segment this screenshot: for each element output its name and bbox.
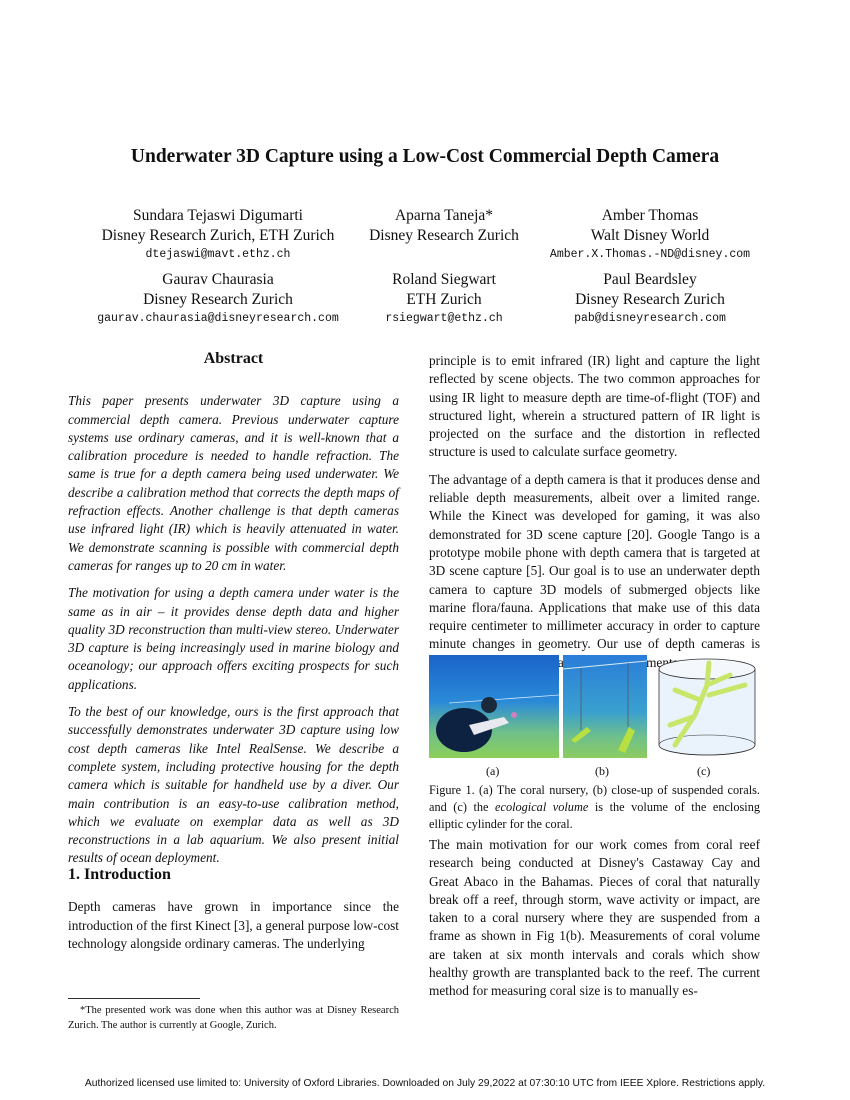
cylinder-illustration: [658, 658, 756, 756]
author-block: Aparna Taneja* Disney Research Zurich: [344, 206, 544, 245]
footnote: *The presented work was done when this a…: [68, 1005, 399, 1031]
author-email: gaurav.chaurasia@disneyresearch.com: [97, 312, 339, 325]
footnote-divider: [68, 998, 200, 999]
abstract-heading: Abstract: [203, 350, 264, 367]
caption-emphasis: ecological volume: [495, 800, 589, 814]
figure-caption: Figure 1. (a) The coral nursery, (b) clo…: [429, 782, 760, 833]
diver-illustration: [436, 694, 560, 752]
figure-image-ecological-volume: [655, 655, 759, 758]
caption-text: is the volume of the enclosing elliptic …: [429, 800, 760, 831]
author-name: Amber Thomas: [601, 207, 699, 224]
author-block: Gaurav Chaurasia Disney Research Zurich …: [78, 270, 358, 329]
author-email: pab@disneyresearch.com: [574, 312, 726, 325]
figure-sublabel-b: (b): [595, 764, 609, 778]
body-paragraph: principle is to emit infrared (IR) light…: [429, 353, 760, 460]
author-block: Amber Thomas Walt Disney World Amber.X.T…: [530, 206, 770, 265]
body-paragraph: The main motivation for our work comes f…: [429, 837, 760, 999]
author-email: rsiegwart@ethz.ch: [385, 312, 503, 325]
author-email: dtejaswi@mavt.ethz.ch: [145, 248, 291, 261]
author-block: Paul Beardsley Disney Research Zurich pa…: [530, 270, 770, 329]
figure-image-suspended-corals: [562, 655, 648, 758]
author-name: Roland Siegwart: [392, 271, 496, 288]
corals-illustration: [562, 660, 648, 753]
right-column-top: principle is to emit infrared (IR) light…: [429, 352, 760, 681]
introduction-section: 1. Introduction Depth cameras have grown…: [68, 866, 399, 962]
author-affiliation: Disney Research Zurich: [575, 290, 725, 308]
figure-sublabel-c: (c): [697, 764, 711, 778]
introduction-paragraph: Depth cameras have grown in importance s…: [68, 899, 399, 951]
author-affiliation: Walt Disney World: [590, 226, 710, 244]
abstract-paragraph: This paper presents underwater 3D captur…: [68, 393, 399, 573]
author-name: Paul Beardsley: [603, 271, 697, 288]
figure-image-coral-nursery: [429, 655, 560, 758]
caption-text: Figure 1. (a) The coral nursery, (b) clo…: [429, 783, 760, 814]
figure-sublabel-a: (a): [486, 764, 500, 778]
left-column: Abstract This paper presents underwater …: [68, 350, 399, 877]
abstract-paragraph: To the best of our knowledge, ours is th…: [68, 704, 399, 866]
paper-title: Underwater 3D Capture using a Low-Cost C…: [130, 146, 720, 167]
author-block: Roland Siegwart ETH Zurich rsiegwart@eth…: [344, 270, 544, 329]
author-affiliation: ETH Zurich: [406, 290, 482, 308]
license-footer: Authorized licensed use limited to: Univ…: [84, 1078, 766, 1089]
author-name: Sundara Tejaswi Digumarti: [133, 207, 303, 224]
author-affiliation: Disney Research Zurich: [143, 290, 293, 308]
right-column-bottom: The main motivation for our work comes f…: [429, 836, 760, 1010]
abstract-paragraph: The motivation for using a depth camera …: [68, 585, 399, 692]
body-paragraph: The advantage of a depth camera is that …: [429, 471, 760, 670]
author-affiliation: Disney Research Zurich: [369, 226, 519, 244]
author-block: Sundara Tejaswi Digumarti Disney Researc…: [78, 206, 358, 265]
author-affiliation: Disney Research Zurich, ETH Zurich: [101, 226, 335, 244]
author-email: Amber.X.Thomas.-ND@disney.com: [549, 248, 751, 261]
author-name: Gaurav Chaurasia: [162, 271, 274, 288]
author-name: Aparna Taneja*: [394, 207, 494, 224]
introduction-heading: 1. Introduction: [68, 866, 171, 883]
